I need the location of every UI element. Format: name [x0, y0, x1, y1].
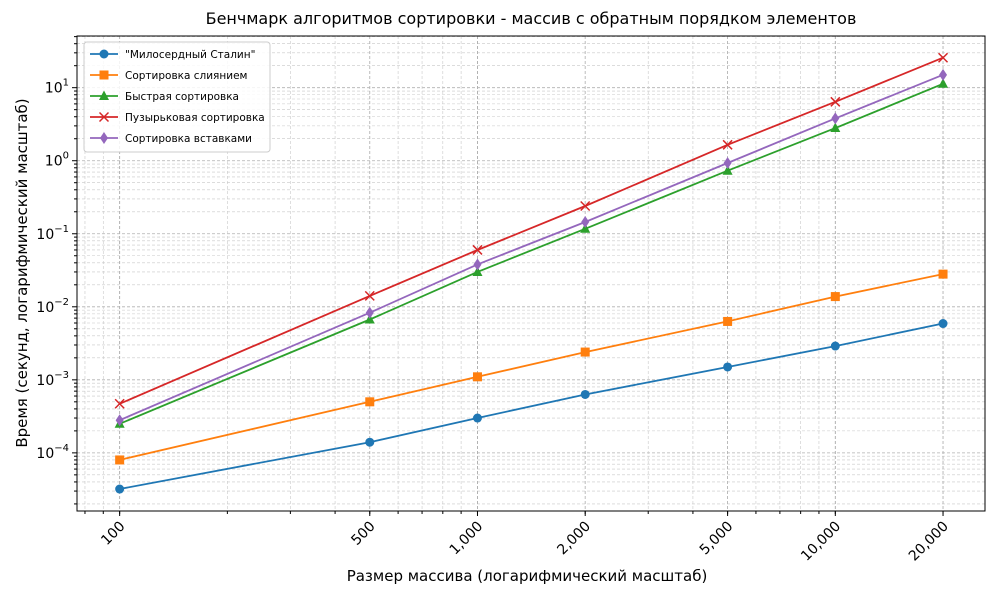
legend-item: Сортировка слиянием — [90, 70, 247, 82]
square-marker-icon — [830, 292, 840, 302]
diamond-marker-icon — [365, 306, 374, 319]
y-tick-label: 10−3 — [36, 370, 69, 389]
legend-label: Сортировка вставками — [125, 133, 252, 145]
circle-marker-icon — [723, 362, 733, 372]
series-4 — [115, 68, 948, 427]
series-0 — [115, 319, 948, 494]
series-3 — [114, 52, 949, 409]
y-tick-label: 100 — [45, 151, 69, 170]
triangle-marker-icon — [830, 122, 841, 133]
legend-item: Быстрая сортировка — [90, 90, 239, 103]
x-tick-label: 20,000 — [906, 519, 952, 565]
square-marker-icon — [580, 347, 590, 357]
triangle-marker-icon — [580, 223, 591, 233]
circle-marker-icon — [365, 437, 375, 447]
circle-marker-icon — [938, 319, 948, 329]
diamond-marker-icon — [115, 414, 124, 427]
x-marker-icon — [580, 200, 591, 212]
plot-frame — [76, 35, 986, 512]
x-marker-icon — [98, 111, 110, 123]
legend-items: "Милосердный Сталин" Сортировка слиянием Б… — [90, 49, 265, 145]
legend-label: Пузырьковая сортировка — [125, 112, 265, 124]
x-tick-label: 100 — [98, 519, 128, 549]
x-tick-label: 1,000 — [447, 519, 487, 559]
square-marker-icon — [938, 269, 948, 279]
legend-box — [83, 41, 271, 153]
series-2 — [114, 78, 949, 428]
legend-label: Быстрая сортировка — [125, 91, 239, 103]
y-tick-label: 10−1 — [36, 224, 69, 243]
triangle-marker-icon — [938, 78, 949, 88]
x-tick-label: 5,000 — [697, 519, 737, 559]
y-tick-label: 101 — [45, 78, 69, 97]
x-axis-label: Размер массива (логарифмический масштаб) — [347, 567, 708, 585]
triangle-marker-icon — [99, 90, 109, 100]
diamond-marker-icon — [473, 258, 482, 271]
diamond-marker-icon — [100, 132, 108, 144]
legend-item: Сортировка вставками — [90, 132, 252, 145]
x-tick-label: 2,000 — [554, 519, 594, 559]
square-marker-icon — [723, 316, 733, 326]
diamond-marker-icon — [581, 215, 590, 228]
circle-marker-icon — [830, 341, 840, 351]
triangle-marker-icon — [364, 313, 375, 324]
x-tick-label: 500 — [348, 519, 378, 549]
circle-marker-icon — [115, 484, 125, 494]
legend: "Милосердный Сталин" Сортировка слиянием Б… — [83, 41, 271, 153]
triangle-marker-icon — [722, 165, 733, 175]
y-axis-label: Время (секунд, логарифмический масштаб) — [13, 98, 31, 447]
y-tick-label: 10−2 — [36, 297, 69, 316]
grid — [77, 36, 985, 511]
x-marker-icon — [938, 52, 949, 63]
square-marker-icon — [472, 372, 482, 382]
x-marker-icon — [364, 290, 375, 301]
x-marker-icon — [722, 139, 733, 150]
legend-item: Пузырьковая сортировка — [90, 111, 265, 124]
circle-marker-icon — [99, 49, 109, 59]
diamond-marker-icon — [723, 157, 732, 170]
diamond-marker-icon — [939, 68, 948, 81]
y-tick-label: 10−4 — [36, 443, 69, 462]
square-marker-icon — [99, 70, 109, 80]
circle-marker-icon — [580, 389, 590, 399]
series-layer — [114, 52, 949, 494]
legend-item: "Милосердный Сталин" — [90, 49, 255, 61]
square-marker-icon — [115, 455, 125, 465]
x-marker-icon — [472, 244, 483, 255]
series-1 — [115, 269, 948, 465]
square-marker-icon — [365, 397, 375, 407]
legend-label: "Милосердный Сталин" — [125, 49, 255, 61]
x-marker-icon — [830, 96, 841, 107]
triangle-marker-icon — [472, 266, 483, 276]
x-tick-label: 10,000 — [798, 519, 844, 565]
circle-marker-icon — [472, 413, 482, 423]
legend-label: Сортировка слиянием — [125, 70, 247, 82]
x-marker-icon — [114, 398, 125, 409]
chart-title: Бенчмарк алгоритмов сортировки - массив … — [206, 9, 857, 28]
diamond-marker-icon — [831, 112, 840, 125]
